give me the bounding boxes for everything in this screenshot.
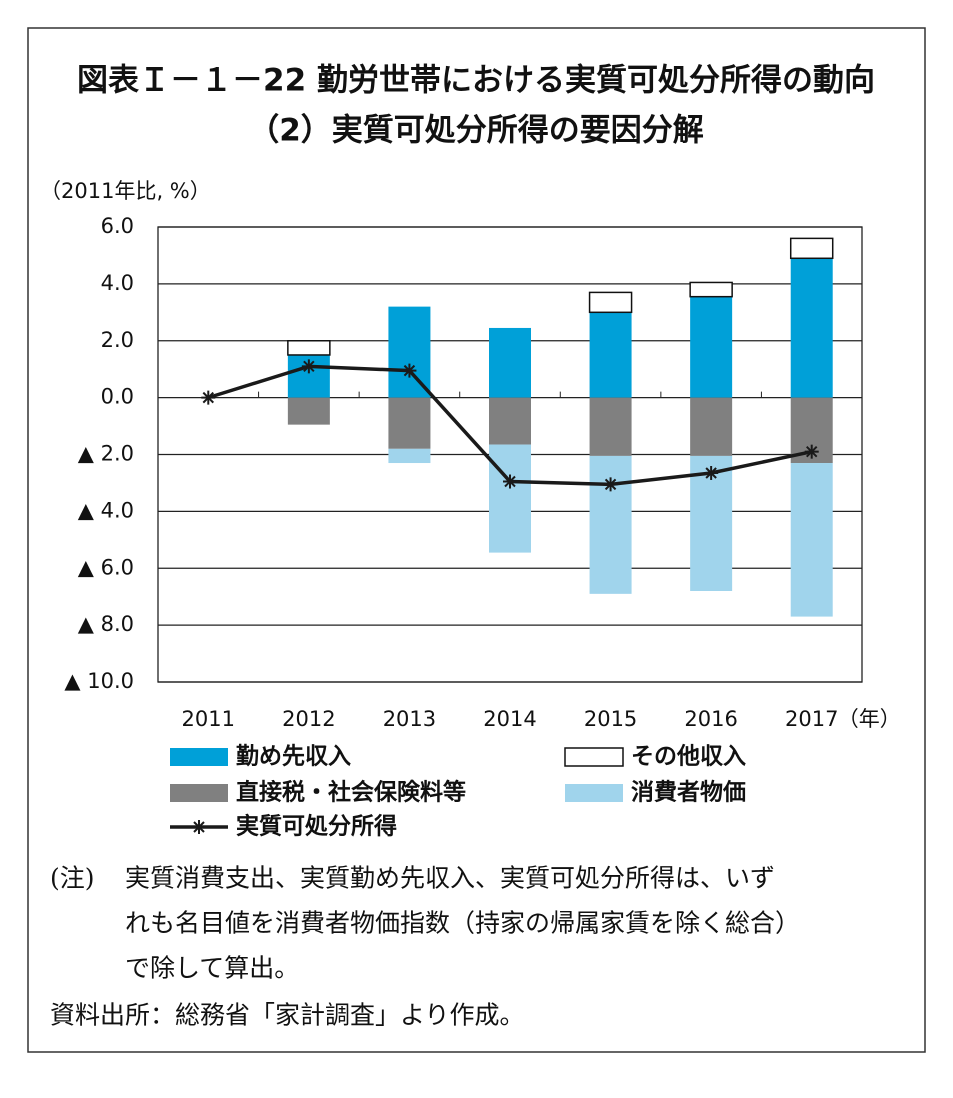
x-tick-label: 2014	[483, 707, 536, 731]
plot-border	[157, 226, 863, 683]
x-tick-label: 2011	[182, 707, 235, 731]
line-marker	[503, 474, 517, 489]
marker-stroke	[705, 467, 717, 479]
line-marker	[402, 363, 417, 378]
marker-stroke	[806, 445, 818, 458]
legend-swatch	[564, 747, 624, 767]
bar	[589, 455, 632, 594]
note-label: (注)	[50, 864, 95, 893]
y-tick-label: 6.0	[101, 214, 134, 238]
legend-swatch	[170, 748, 228, 766]
note-line: 実質消費支出、実質勤め先収入、実質可処分所得は、いず	[125, 864, 775, 893]
marker-stroke	[403, 364, 416, 377]
legend-marker	[192, 820, 206, 834]
legend-label: 直接税・社会保険料等	[236, 779, 466, 806]
chart-title: 図表Ｉ－１－22 勤労世帯における実質可処分所得の動向	[77, 63, 875, 99]
line-marker	[201, 390, 216, 405]
x-tick-label: 2016	[684, 707, 737, 731]
bar	[489, 327, 531, 398]
bar	[388, 397, 431, 449]
note-line: れも名目値を消費者物価指数（持家の帰属家賃を除く総合）	[125, 909, 800, 938]
chart-subtitle: （2）実質可処分所得の要因分解	[248, 113, 704, 149]
y-axis-label: （2011年比, %）	[40, 179, 211, 203]
bar	[589, 397, 632, 456]
legend-label: 消費者物価	[631, 779, 746, 806]
bar	[287, 397, 330, 425]
legend-swatch	[170, 784, 228, 802]
bar	[489, 397, 531, 445]
line-marker	[301, 359, 316, 374]
bar	[790, 258, 833, 398]
legend-label: 実質可処分所得	[236, 813, 397, 840]
legend-label: 勤め先収入	[236, 744, 351, 770]
bar	[388, 306, 431, 398]
y-tick-label: ▲ 10.0	[64, 669, 134, 693]
bar	[790, 463, 833, 617]
x-tick-label: 2015	[584, 707, 637, 731]
line-marker	[804, 444, 819, 459]
marker-stroke	[202, 391, 214, 404]
bar	[689, 281, 733, 298]
y-tick-label: ▲ 2.0	[78, 442, 134, 466]
marker-stroke	[604, 478, 617, 491]
legend-label: その他収入	[631, 744, 746, 770]
y-tick-label: ▲ 8.0	[78, 612, 134, 636]
y-tick-label: 4.0	[101, 271, 134, 295]
frame	[27, 27, 926, 1053]
bar	[690, 296, 733, 398]
x-tick-label: 2012	[282, 707, 335, 731]
y-tick-label: ▲ 4.0	[78, 498, 134, 522]
x-tick-label: 2017	[785, 707, 838, 731]
x-tick-label: 2013	[383, 707, 436, 731]
legend-swatch	[565, 784, 623, 802]
bar	[789, 237, 834, 260]
bar	[588, 291, 633, 314]
bar	[589, 312, 632, 398]
line-marker	[704, 465, 719, 480]
marker-stroke	[303, 360, 315, 373]
x-axis-unit: （年）	[838, 707, 901, 731]
line-marker	[603, 477, 618, 492]
marker-stroke	[504, 475, 516, 488]
bar	[690, 397, 733, 456]
y-tick-label: 0.0	[101, 385, 134, 409]
y-tick-label: ▲ 6.0	[78, 555, 134, 579]
bar	[388, 448, 431, 464]
marker-stroke	[193, 821, 205, 833]
bar	[287, 340, 331, 356]
bar	[489, 444, 531, 553]
source: 資料出所：総務省「家計調査」より作成。	[50, 1001, 525, 1030]
y-tick-label: 2.0	[101, 328, 134, 352]
note-line: で除して算出。	[125, 954, 299, 983]
